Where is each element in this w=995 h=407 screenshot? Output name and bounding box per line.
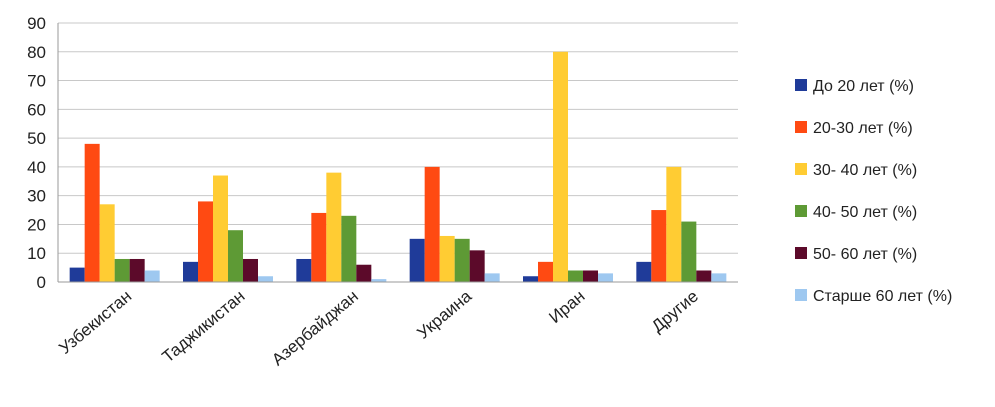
bar xyxy=(341,215,357,282)
axes xyxy=(57,23,738,283)
legend-swatch xyxy=(795,247,807,259)
legend-label: 30- 40 лет (%) xyxy=(813,162,917,179)
bar xyxy=(356,264,372,282)
y-tick-label: 20 xyxy=(27,215,46,234)
bar xyxy=(371,279,387,282)
legend-item: Старше 60 лет (%) xyxy=(795,288,952,305)
bar xyxy=(144,270,160,282)
y-tick-label: 60 xyxy=(27,100,46,119)
x-axis-category-labels: Узбекистан Таджикистан Азербайджан Украина И… xyxy=(55,286,702,369)
bar xyxy=(469,250,485,282)
legend-label: 50- 60 лет (%) xyxy=(813,246,917,263)
bar xyxy=(711,273,727,282)
y-tick-label: 0 xyxy=(37,273,46,292)
legend-swatch xyxy=(795,163,807,175)
legend: До 20 лет (%) 20-30 лет (%) 30- 40 лет (%)… xyxy=(795,78,952,305)
x-category-label: Украина xyxy=(413,286,475,343)
bar xyxy=(523,276,538,282)
bar xyxy=(454,238,470,282)
legend-item: 30- 40 лет (%) xyxy=(795,162,917,179)
bar xyxy=(296,258,312,282)
bar xyxy=(243,258,258,282)
legend-item: 40- 50 лет (%) xyxy=(795,204,917,221)
bar xyxy=(409,238,425,282)
bar xyxy=(311,212,327,282)
bar xyxy=(666,166,682,282)
y-tick-label: 70 xyxy=(27,72,46,91)
legend-swatch xyxy=(795,289,807,301)
bar xyxy=(538,261,553,282)
y-axis-tick-labels: 0 10 20 30 40 50 60 70 80 90 xyxy=(27,14,46,292)
bar xyxy=(636,261,652,282)
x-category-label: Иран xyxy=(545,287,588,328)
y-tick-label: 50 xyxy=(27,129,46,148)
legend-label: 40- 50 лет (%) xyxy=(813,204,917,221)
bar xyxy=(484,273,500,282)
y-tick-label: 90 xyxy=(27,14,46,33)
legend-swatch xyxy=(795,79,807,91)
bar xyxy=(326,172,342,282)
bars xyxy=(69,51,727,283)
x-category-label: Азербайджан xyxy=(268,287,362,370)
x-category-label: Другие xyxy=(648,287,702,337)
bar xyxy=(129,258,145,282)
bar xyxy=(651,210,667,282)
y-tick-label: 10 xyxy=(27,244,46,263)
bar xyxy=(213,175,228,282)
bar xyxy=(183,261,198,282)
x-category-label: Таджикистан xyxy=(158,287,248,367)
bar xyxy=(696,270,712,282)
legend-item: 20-30 лет (%) xyxy=(795,120,913,137)
bar xyxy=(99,204,115,282)
bar xyxy=(84,143,100,282)
bar xyxy=(583,270,598,282)
y-tick-label: 30 xyxy=(27,187,46,206)
legend-item: 50- 60 лет (%) xyxy=(795,246,917,263)
bar xyxy=(681,221,697,282)
y-tick-label: 40 xyxy=(27,158,46,177)
bar xyxy=(553,51,568,283)
y-tick-label: 80 xyxy=(27,43,46,62)
bar xyxy=(258,276,273,282)
bar xyxy=(598,273,613,282)
bar xyxy=(568,270,583,282)
legend-label: 20-30 лет (%) xyxy=(813,120,913,137)
bar xyxy=(228,230,243,282)
bar xyxy=(198,201,213,282)
legend-label: Старше 60 лет (%) xyxy=(813,288,952,305)
legend-item: До 20 лет (%) xyxy=(795,78,914,95)
bar xyxy=(69,267,85,282)
legend-swatch xyxy=(795,205,807,217)
bar xyxy=(424,166,440,282)
bar xyxy=(439,235,455,282)
x-category-label: Узбекистан xyxy=(55,287,135,358)
legend-label: До 20 лет (%) xyxy=(813,78,914,95)
bar xyxy=(114,258,130,282)
legend-swatch xyxy=(795,121,807,133)
grid-lines xyxy=(58,22,738,254)
